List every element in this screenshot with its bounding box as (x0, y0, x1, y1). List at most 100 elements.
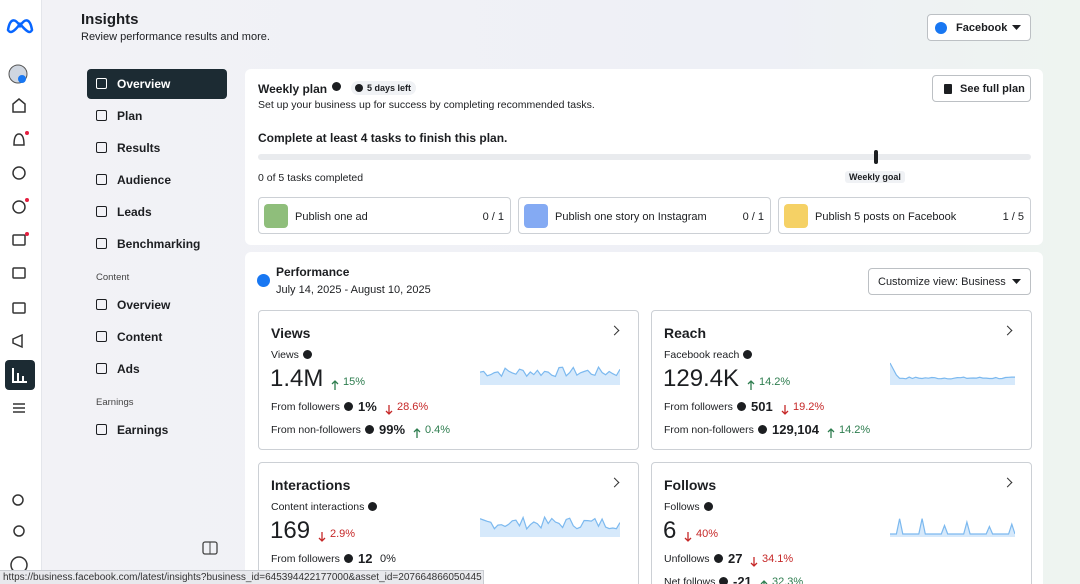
trend-arrow (760, 577, 768, 584)
home-icon[interactable] (12, 98, 26, 113)
metric-label: Follows (664, 501, 700, 513)
progress-track (258, 154, 1031, 160)
metric-card[interactable]: Views Views 1.4M 15% From followers 1% 28.6% Fr… (258, 310, 639, 450)
task-progress: 0 / 1 (742, 211, 764, 223)
nav-item[interactable]: Benchmarking (87, 229, 227, 259)
trend-arrow (781, 402, 789, 415)
info-icon[interactable] (743, 350, 752, 359)
row-label: From followers (271, 553, 340, 565)
chevron[interactable] (1002, 325, 1013, 336)
plan-subtitle: Set up your business up for success by c… (258, 99, 595, 111)
info-icon[interactable] (344, 554, 353, 563)
info-icon[interactable] (704, 502, 713, 511)
nav-icon (96, 110, 107, 121)
collapse-icon[interactable] (202, 541, 218, 555)
row-label: Unfollows (664, 553, 710, 565)
customize-label: Customize view: Business (878, 276, 1006, 288)
task[interactable]: Publish 5 posts on Facebook 1 / 5 (778, 197, 1031, 234)
settings-icon[interactable] (13, 525, 25, 537)
card-title: Follows (664, 477, 717, 493)
avatar-badge (18, 75, 26, 83)
account-dropdown[interactable]: Facebook (927, 14, 1031, 41)
nav-icon (96, 363, 107, 374)
sparkline (479, 509, 621, 537)
progress-text: 0 of 5 tasks completed (258, 172, 364, 184)
info-icon[interactable] (303, 350, 312, 359)
metric-card[interactable]: Reach Facebook reach 129.4K 14.2% From follo… (651, 310, 1032, 450)
customize-dropdown[interactable]: Customize view: Business (868, 268, 1031, 295)
nav-item[interactable]: Results (87, 133, 227, 163)
row-value: -21 (733, 574, 752, 584)
trend-arrow (331, 377, 339, 390)
ads-icon[interactable] (12, 166, 26, 180)
row-value: 129,104 (772, 422, 819, 437)
task[interactable]: Publish one ad 0 / 1 (258, 197, 511, 234)
calendar-icon[interactable] (12, 302, 26, 314)
leads-icon[interactable] (12, 234, 26, 246)
content-icon[interactable] (12, 267, 26, 279)
nav-icon (96, 299, 107, 310)
row-change: 0.4% (425, 424, 451, 436)
meta-logo[interactable] (6, 19, 34, 34)
nav-item[interactable]: Content (87, 322, 227, 352)
nav-item[interactable]: Overview (87, 69, 227, 99)
info-icon[interactable] (368, 502, 377, 511)
nav-item[interactable]: Audience (87, 165, 227, 195)
badge-text: 5 days left (367, 83, 412, 93)
nav-icon (96, 142, 107, 153)
task-label: Publish one story on Instagram (555, 211, 707, 223)
nav-label: Ads (117, 362, 140, 376)
nav-label: Overview (117, 77, 171, 91)
nav-item[interactable]: Ads (87, 354, 227, 384)
search-icon[interactable] (12, 494, 24, 506)
metric-value: 129.4K (663, 365, 740, 392)
metric-change: 2.9% (330, 528, 356, 540)
notification-dot (25, 232, 29, 236)
insights-selected[interactable] (5, 360, 35, 390)
row-value: 99% (379, 422, 406, 437)
info-icon[interactable] (737, 402, 746, 411)
see-full-plan[interactable]: See full plan (932, 75, 1031, 102)
nav-item[interactable]: Overview (87, 290, 227, 320)
page-title: Insights (81, 11, 139, 28)
row-value: 12 (358, 551, 373, 566)
row-label: From non-followers (664, 424, 754, 436)
menu-icon[interactable] (13, 403, 25, 413)
info-icon[interactable] (344, 402, 353, 411)
bell-icon[interactable] (13, 133, 25, 146)
icon-rail (0, 0, 42, 584)
row-change: 28.6% (397, 401, 429, 413)
chevron[interactable] (609, 325, 620, 336)
info-icon[interactable] (332, 82, 341, 91)
plan-icon (944, 84, 952, 94)
trend-arrow (827, 425, 835, 438)
sparkline (479, 357, 621, 385)
trend-arrow (684, 529, 692, 542)
metric-label: Facebook reach (664, 349, 740, 361)
card-title: Reach (664, 325, 707, 341)
row-change: 19.2% (793, 401, 825, 413)
metric-card[interactable]: Interactions Content interactions 169 2.9% F… (258, 462, 639, 584)
see-full-plan-label: See full plan (960, 83, 1025, 95)
nav-label: Overview (117, 298, 171, 312)
nav-item[interactable]: Plan (87, 101, 227, 131)
nav-item[interactable]: Earnings (87, 415, 227, 445)
info-icon[interactable] (714, 554, 723, 563)
chevron[interactable] (1002, 477, 1013, 488)
weekly-plan-card: Weekly plan 5 days left Set up your busi… (245, 69, 1043, 245)
info-icon[interactable] (719, 577, 728, 584)
nav-label: Plan (117, 109, 143, 123)
nav-item[interactable]: Leads (87, 197, 227, 227)
nav-label: Leads (117, 205, 152, 219)
row-value: 501 (751, 399, 773, 414)
chevron[interactable] (609, 477, 620, 488)
info-icon[interactable] (365, 425, 374, 434)
info-icon[interactable] (758, 425, 767, 434)
metric-value: 1.4M (270, 365, 324, 392)
fb-icon (257, 274, 270, 287)
megaphone-icon[interactable] (12, 333, 23, 349)
task[interactable]: Publish one story on Instagram 0 / 1 (518, 197, 771, 234)
metric-card[interactable]: Follows Follows 6 40% Unfollows 27 34.1% Net fo… (651, 462, 1032, 584)
performance-card: Performance July 14, 2025 - August 10, 2… (245, 252, 1043, 584)
chat-icon[interactable] (12, 200, 26, 214)
